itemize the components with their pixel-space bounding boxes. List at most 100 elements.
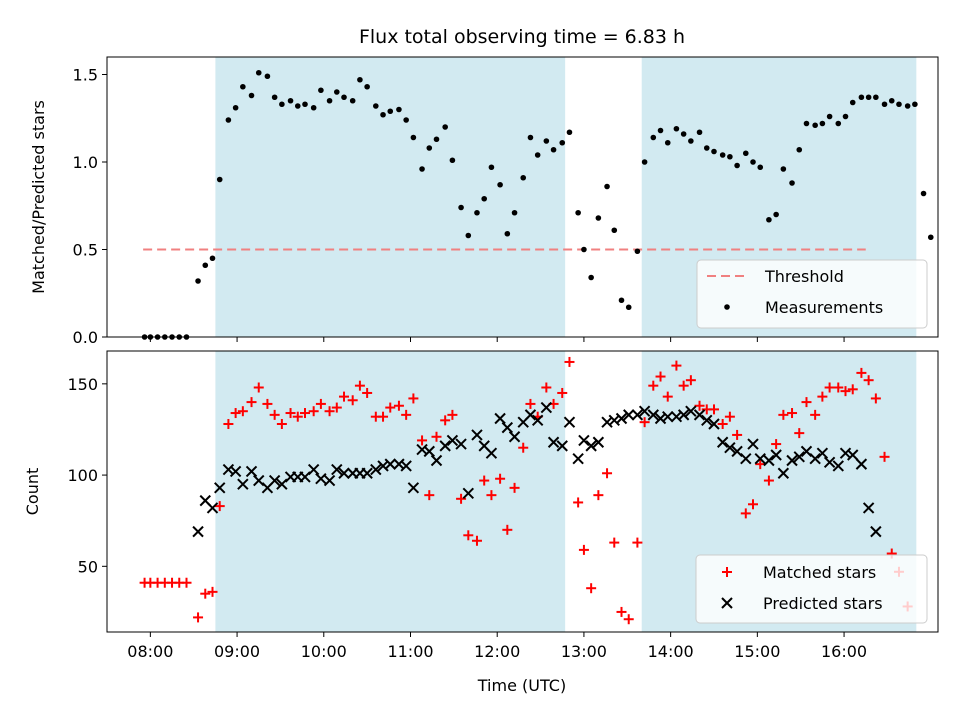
matched-star-point <box>331 402 342 413</box>
matched-star-point <box>763 475 774 486</box>
measurement-point <box>387 108 394 115</box>
cross-b <box>377 460 389 472</box>
measurement-point <box>195 278 201 284</box>
matched-star-point <box>717 418 728 429</box>
predicted-star-point <box>439 440 451 452</box>
predicted-star-point <box>524 409 537 421</box>
cross-b <box>601 416 613 428</box>
predicted-star-point <box>870 525 882 538</box>
cross-b <box>494 412 506 425</box>
measurement-point <box>680 131 687 137</box>
cross-b <box>192 525 204 538</box>
matched-star-point <box>655 371 666 382</box>
measurement-point <box>703 145 710 151</box>
predicted-star-point <box>740 452 752 465</box>
chart-title: Flux total observing time = 6.83 h <box>359 26 685 48</box>
predicted-star-point <box>847 449 859 461</box>
legend-box <box>695 554 928 624</box>
predicted-star-point <box>400 460 412 472</box>
x-tick-label: 10:00 <box>301 642 347 661</box>
measurement-point <box>757 164 764 171</box>
matched-star-point <box>771 439 782 450</box>
y-tick-label: 0.0 <box>73 328 98 347</box>
matched-star-point <box>401 409 412 420</box>
matched-star-point <box>502 524 513 535</box>
measurement-point <box>419 166 425 172</box>
measurement-point <box>287 97 294 104</box>
matched-star-point <box>408 393 419 404</box>
predicted-star-point <box>647 409 659 421</box>
measurement-point <box>865 94 872 101</box>
measurement-point <box>264 73 271 80</box>
measurement-point <box>789 180 795 186</box>
matched-star-point <box>856 367 867 378</box>
measurement-point <box>826 113 833 120</box>
measurement-point <box>780 166 787 172</box>
measurement-point <box>216 176 223 183</box>
predicted-star-point <box>531 414 544 427</box>
y-axis-label: Matched/Predicted stars <box>29 100 48 294</box>
measurement-point <box>766 216 772 223</box>
cross-b <box>400 460 412 472</box>
measurement-point <box>920 190 927 197</box>
predicted-star-point <box>462 487 475 500</box>
matched-star-point <box>616 606 627 617</box>
measurement-point <box>240 83 246 90</box>
cross-b <box>832 460 844 472</box>
predicted-star-point <box>430 454 443 467</box>
cross-b <box>662 410 674 423</box>
cross-b <box>631 409 644 421</box>
matched-star-point <box>755 459 766 470</box>
measurement-point <box>588 274 594 281</box>
cross-b <box>647 409 659 421</box>
cross-b <box>823 456 836 469</box>
matched-star-point <box>609 537 620 548</box>
predicted-star-point <box>501 421 514 434</box>
cross-b <box>455 438 467 450</box>
cross-b <box>439 440 451 452</box>
matched-star-point <box>299 408 310 419</box>
cross-b <box>708 418 720 430</box>
predicted-star-point <box>662 410 674 423</box>
matched-star-point <box>200 588 211 599</box>
measurement-point <box>426 145 433 151</box>
predicted-star-point <box>206 502 219 514</box>
predicted-star-point <box>245 465 258 478</box>
ratio-panel-frame <box>106 56 939 338</box>
predicted-star-point <box>685 405 697 417</box>
measurement-point <box>442 124 448 130</box>
predicted-star-point <box>572 452 584 465</box>
predicted-star-point <box>777 467 790 479</box>
measurement-point <box>202 262 209 269</box>
measurement-point <box>433 136 440 143</box>
cross-b <box>855 458 868 470</box>
predicted-star-point <box>307 463 320 476</box>
measurement-point <box>896 101 902 108</box>
count-panel-frame <box>106 350 939 633</box>
predicted-star-point <box>229 465 242 478</box>
matched-star-point <box>230 408 241 419</box>
predicted-star-point <box>770 449 782 461</box>
cross-b <box>407 482 420 494</box>
predicted-star-point <box>331 463 343 476</box>
predicted-star-point <box>677 409 690 421</box>
cross-b <box>716 436 729 448</box>
predicted-star-point <box>608 414 620 427</box>
predicted-star-point <box>315 473 327 485</box>
cross-b <box>693 409 706 421</box>
cross-b <box>501 421 514 434</box>
measurement-point <box>225 117 232 123</box>
predicted-star-point <box>623 409 635 421</box>
legend-measurement-swatch <box>724 304 730 310</box>
matched-star-point <box>378 411 389 422</box>
cross-b <box>446 434 459 447</box>
measurement-point <box>364 83 370 90</box>
matched-star-point <box>593 490 604 501</box>
matched-star-point <box>586 583 597 594</box>
matched-star-point <box>564 356 575 367</box>
observing-window <box>215 57 566 337</box>
legend-box <box>696 259 928 329</box>
matched-star-point <box>509 482 520 493</box>
matched-star-point <box>479 475 490 486</box>
